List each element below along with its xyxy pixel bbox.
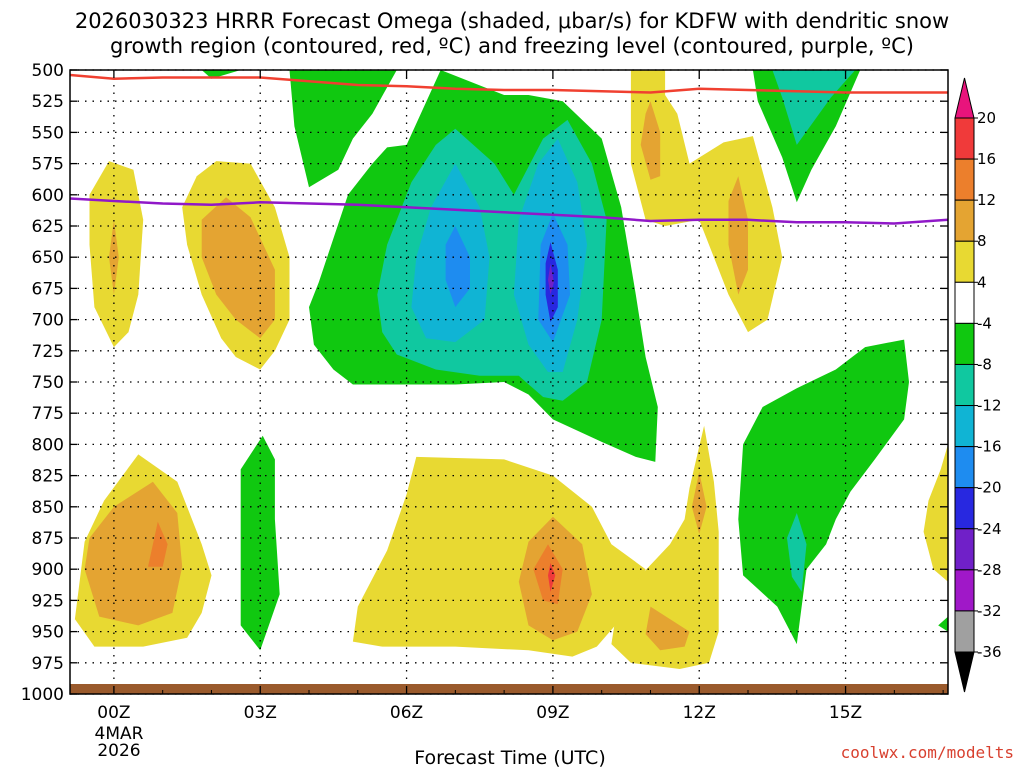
omega-region-25 [84, 481, 183, 626]
colorbar-label-12: 12 [977, 191, 996, 209]
x-axis-label: Forecast Time (UTC) [414, 747, 605, 768]
omega-region-27 [352, 456, 646, 657]
colorbar-label--20: -20 [977, 479, 1002, 497]
x-tick-label-12Z: 12Z [683, 703, 716, 723]
date-label-year: 2026 [97, 741, 140, 761]
omega-region-11 [752, 70, 861, 203]
omega-region-14 [738, 339, 909, 645]
colorbar-label--12: -12 [977, 397, 1002, 415]
y-tick-label-675: 675 [32, 279, 64, 299]
y-tick-label-1000: 1000 [21, 685, 64, 705]
x-tick-label-09Z: 09Z [536, 703, 569, 723]
colorbar-bin--36--32 [954, 610, 975, 653]
omega-region-21 [630, 70, 783, 333]
x-tick-label-15Z: 15Z [829, 703, 862, 723]
omega-region-15 [787, 513, 807, 592]
colorbar-bin--16--12 [954, 405, 975, 448]
colorbar-bin--8--4 [954, 322, 975, 365]
colorbar-label-8: 8 [977, 232, 987, 250]
omega-shading-layer [74, 70, 948, 669]
colorbar-bin-4-8 [954, 240, 975, 283]
y-tick-label-825: 825 [32, 467, 64, 487]
colorbar-label-16: 16 [977, 150, 996, 168]
colorbar-bin--12--8 [954, 363, 975, 407]
colorbar-label--36: -36 [977, 643, 1002, 661]
omega-region-23 [728, 176, 748, 295]
y-tick-label-525: 525 [32, 92, 64, 112]
colorbar-bin--28--24 [954, 528, 975, 571]
y-axis: 500 525 550 575 600 625 650 675 700 725 750 775 800 8… [21, 61, 948, 705]
x-tick-label-03Z: 03Z [244, 703, 277, 723]
omega-region-22 [640, 101, 661, 180]
y-tick-label-600: 600 [32, 186, 64, 206]
x-axis: 00Z 03Z 06Z 09Z 12Z 15Z [97, 70, 944, 723]
terrain-surface-bar [70, 684, 948, 694]
contour-lines-layer [70, 73, 948, 225]
omega-region-26 [148, 521, 168, 567]
y-tick-label-550: 550 [32, 123, 64, 143]
colorbar-bin--4-4 [954, 281, 975, 324]
colorbar-label-20: 20 [977, 109, 996, 127]
chart-title-line2: growth region (contoured, red, ºC) and f… [110, 34, 914, 58]
x-tick-label-06Z: 06Z [390, 703, 423, 723]
chart-title-line1: 2026030323 HRRR Forecast Omega (shaded, … [75, 9, 949, 33]
y-tick-label-775: 775 [32, 404, 64, 424]
omega-region-32 [691, 471, 707, 535]
colorbar-legend: 20 16 12 8 4 -4 -8 -12 -16 -20 -24 -28 -32 -36 [954, 77, 1002, 693]
credit-text: coolwx.com/modelts [841, 743, 1014, 762]
colorbar-bin-16-20 [954, 117, 975, 160]
dendritic-growth-contour [70, 73, 948, 94]
omega-region-6 [445, 226, 470, 308]
y-tick-label-800: 800 [32, 435, 64, 455]
colorbar-label--32: -32 [977, 602, 1002, 620]
omega-region-33 [645, 606, 690, 651]
y-tick-label-650: 650 [32, 248, 64, 268]
y-tick-label-700: 700 [32, 311, 64, 331]
colorbar-label--28: -28 [977, 561, 1002, 579]
y-tick-label-500: 500 [32, 61, 64, 81]
omega-region-16 [938, 616, 948, 632]
colorbar-label--8: -8 [977, 355, 992, 373]
y-tick-label-575: 575 [32, 155, 64, 175]
y-tick-label-900: 900 [32, 560, 64, 580]
colorbar-over-triangle [954, 77, 975, 119]
colorbar-label--4: -4 [977, 314, 992, 332]
omega-region-31 [611, 425, 719, 669]
colorbar-under-triangle [954, 651, 975, 693]
omega-region-34 [923, 444, 948, 582]
omega-region-9 [548, 263, 554, 295]
y-tick-label-875: 875 [32, 529, 64, 549]
colorbar-bin-12-16 [954, 158, 975, 201]
omega-region-18 [109, 219, 119, 295]
colorbar-bin-8-12 [954, 199, 975, 242]
y-tick-label-725: 725 [32, 342, 64, 362]
omega-region-1 [289, 70, 397, 188]
y-tick-label-625: 625 [32, 217, 64, 237]
date-label-day: 4MAR [95, 724, 144, 744]
omega-region-20 [201, 197, 275, 339]
omega-region-30 [548, 563, 556, 592]
colorbar-bin--24--20 [954, 487, 975, 530]
y-tick-label-750: 750 [32, 373, 64, 393]
y-tick-label-925: 925 [32, 591, 64, 611]
colorbar-label--24: -24 [977, 520, 1002, 538]
colorbar-label--16: -16 [977, 438, 1002, 456]
y-tick-label-975: 975 [32, 654, 64, 674]
omega-region-29 [533, 544, 563, 605]
y-tick-label-950: 950 [32, 623, 64, 643]
colorbar-label-4: 4 [977, 273, 987, 291]
x-tick-label-00Z: 00Z [97, 703, 130, 723]
omega-region-12 [772, 70, 856, 145]
colorbar-bin--32--28 [954, 569, 975, 612]
y-tick-label-850: 850 [32, 498, 64, 518]
colorbar-bin--20--16 [954, 446, 975, 489]
freezing-level-contour [70, 197, 948, 225]
